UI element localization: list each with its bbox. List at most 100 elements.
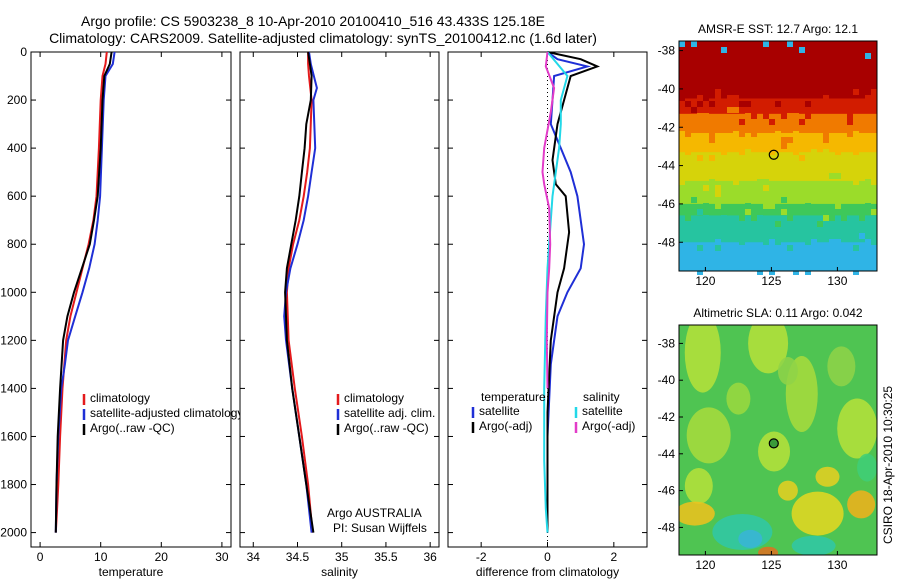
sst-pixel [697, 257, 703, 263]
sst-pixel [865, 125, 871, 131]
sst-pixel [697, 113, 703, 119]
sst-pixel [847, 227, 853, 233]
sst-pixel [733, 137, 739, 143]
sst-pixel [787, 65, 793, 71]
sst-pixel [859, 191, 865, 197]
sst-pixel [799, 65, 805, 71]
sst-pixel [709, 71, 715, 77]
sst-pixel [709, 233, 715, 239]
sst-pixel [757, 269, 763, 275]
sst-pixel [703, 197, 709, 203]
sst-pixel [859, 257, 865, 263]
sst-pixel [865, 47, 871, 53]
sst-pixel [787, 53, 793, 59]
sst-pixel [733, 89, 739, 95]
sst-pixel [697, 209, 703, 215]
sst-band-2 [679, 113, 877, 134]
x-tick-label: 0 [37, 550, 44, 564]
sst-pixel [775, 131, 781, 137]
sst-pixel [769, 155, 775, 161]
sst-pixel [805, 71, 811, 77]
sst-pixel [805, 245, 811, 251]
legend-temp-entry-0-label: satellite [479, 404, 520, 418]
sst-pixel [739, 233, 745, 239]
x-tick-label: 2 [610, 550, 617, 564]
sst-pixel [805, 239, 811, 245]
sst-pixel [745, 251, 751, 257]
sst-pixel [691, 41, 697, 47]
sst-pixel [871, 239, 877, 245]
sst-pixel [811, 167, 817, 173]
sst-pixel [793, 89, 799, 95]
sst-pixel [679, 227, 685, 233]
sst-pixel [853, 41, 859, 47]
sst-pixel [697, 245, 703, 251]
sst-pixel [859, 263, 865, 269]
sst-pixel [685, 173, 691, 179]
sst-pixel [691, 101, 697, 107]
sst-pixel [781, 53, 787, 59]
sst-pixel [709, 155, 715, 161]
sst-pixel [679, 173, 685, 179]
sst-pixel [865, 53, 871, 59]
sst-pixel [709, 101, 715, 107]
sst-pixel [697, 269, 703, 275]
sst-pixel [763, 257, 769, 263]
sst-pixel [697, 155, 703, 161]
sst-pixel [739, 149, 745, 155]
sst-pixel [787, 137, 793, 143]
sst-pixel [763, 233, 769, 239]
sst-pixel [781, 209, 787, 215]
sst-pixel [727, 65, 733, 71]
map-y-tick-label: -46 [658, 484, 676, 498]
sst-pixel [781, 173, 787, 179]
sst-pixel [745, 113, 751, 119]
sst-pixel [841, 107, 847, 113]
sst-pixel [859, 215, 865, 221]
sst-pixel [739, 83, 745, 89]
map-y-tick-label: -38 [658, 44, 676, 58]
sst-pixel [871, 191, 877, 197]
sst-pixel [733, 263, 739, 269]
sst-pixel [757, 227, 763, 233]
sst-pixel [853, 131, 859, 137]
sst-pixel [853, 137, 859, 143]
sst-pixel [817, 185, 823, 191]
map-x-tick-label: 130 [827, 274, 847, 288]
sst-pixel [835, 173, 841, 179]
series-line-2 [284, 51, 315, 533]
sst-pixel [715, 251, 721, 257]
sst-pixel [679, 95, 685, 101]
sst-pixel [685, 149, 691, 155]
sst-pixel [829, 83, 835, 89]
sst-pixel [763, 185, 769, 191]
y-tick-label: 1000 [0, 285, 27, 299]
map-y-tick-label: -44 [658, 159, 676, 173]
sst-pixel [769, 263, 775, 269]
sst-pixel [841, 137, 847, 143]
sst-pixel [781, 161, 787, 167]
sst-pixel [793, 269, 799, 275]
legend-sal-entry-1-label: Argo(-adj) [582, 419, 635, 433]
sst-pixel [799, 71, 805, 77]
sst-pixel [865, 251, 871, 257]
sst-pixel [697, 47, 703, 53]
sst-pixel [817, 77, 823, 83]
sst-pixel [703, 113, 709, 119]
legend-sal-entry-0-label: satellite [582, 404, 623, 418]
sst-pixel [853, 257, 859, 263]
sst-pixel [829, 257, 835, 263]
sst-pixel [709, 131, 715, 137]
sst-band-8 [679, 242, 877, 272]
sst-pixel [847, 89, 853, 95]
sst-pixel [715, 239, 721, 245]
series-line-2 [54, 51, 113, 533]
sst-pixel [769, 269, 775, 275]
sst-pixel [763, 113, 769, 119]
sst-pixel [871, 143, 877, 149]
sst-pixel [793, 185, 799, 191]
sst-pixel [715, 53, 721, 59]
sst-pixel [745, 149, 751, 155]
sst-pixel [757, 47, 763, 53]
sst-pixel [853, 89, 859, 95]
